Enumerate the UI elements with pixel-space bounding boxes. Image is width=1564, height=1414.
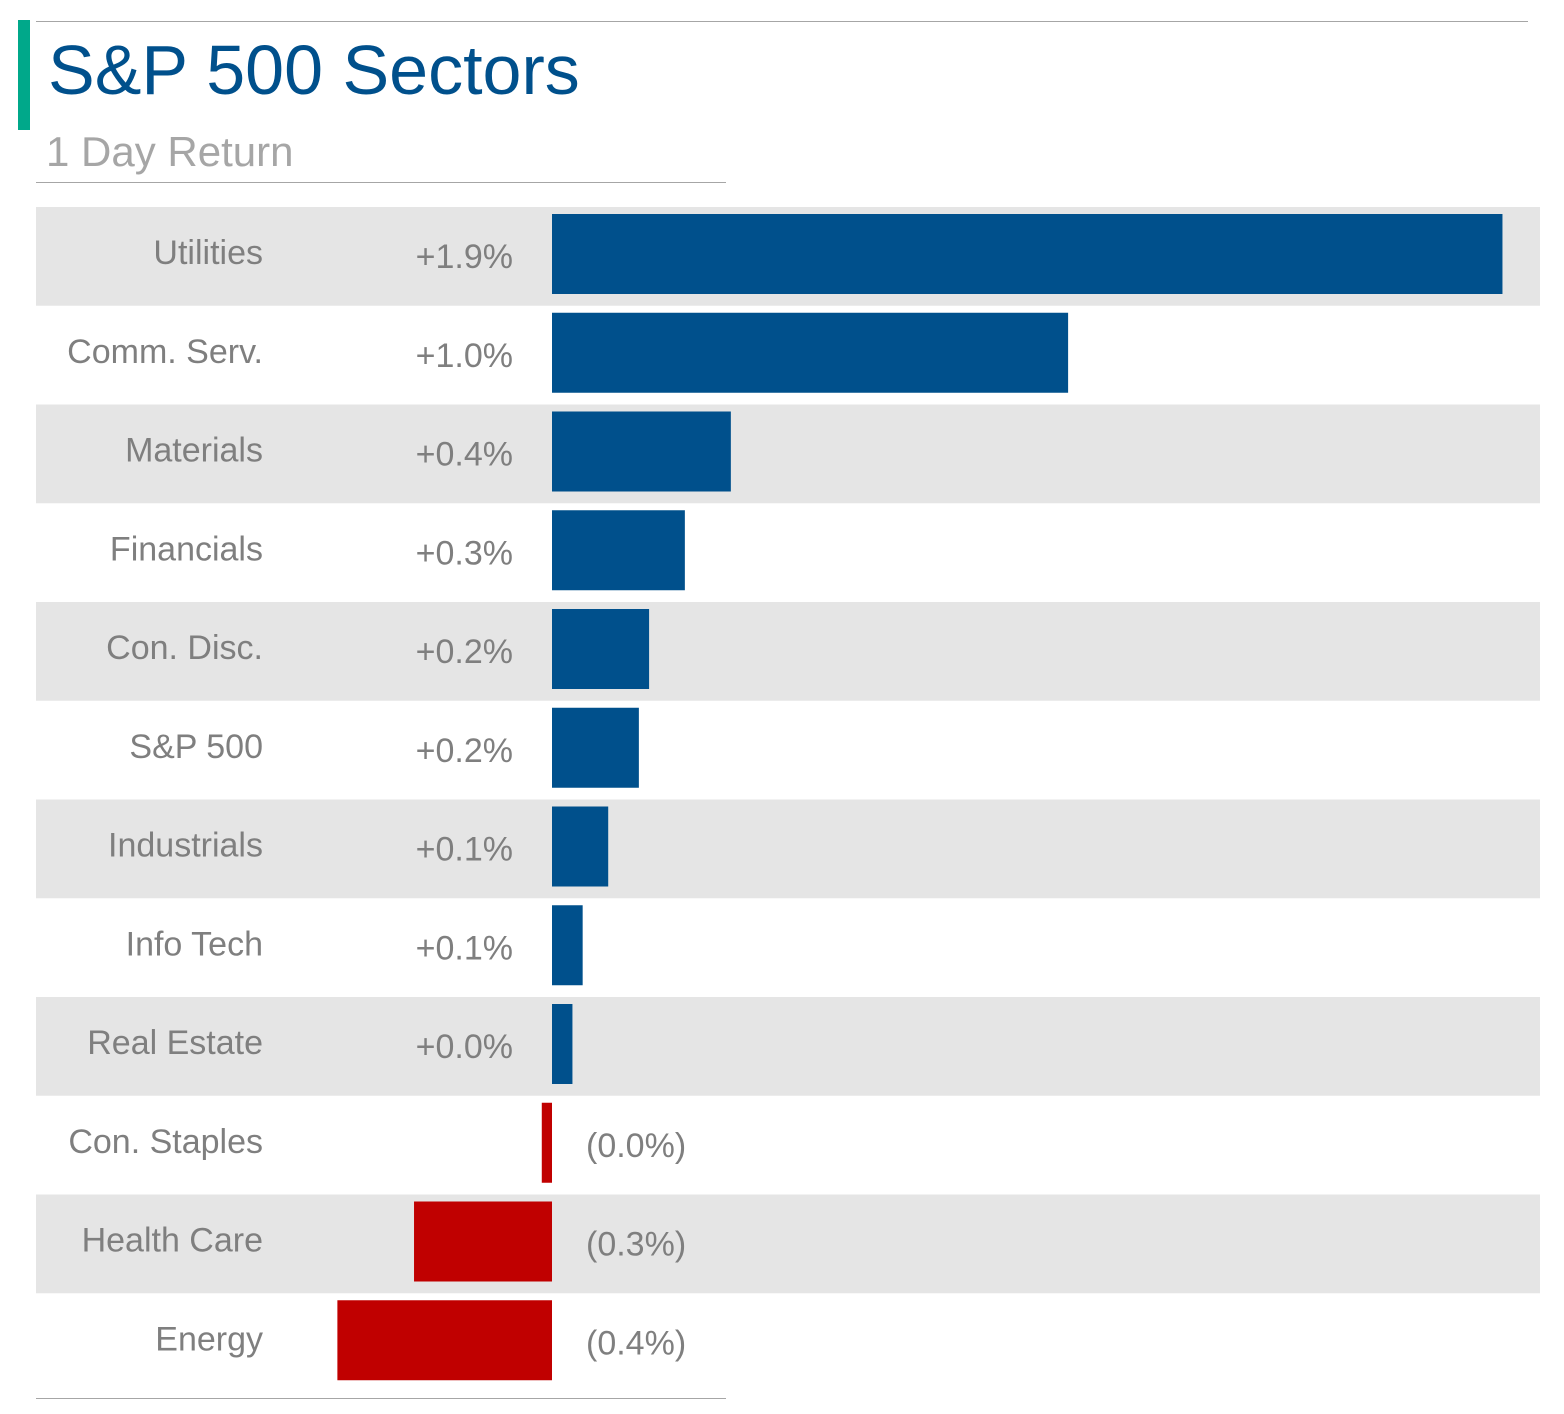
chart-subtitle: 1 Day Return [46, 128, 294, 175]
data-label: +1.0% [416, 337, 513, 375]
category-label: Info Tech [126, 925, 263, 963]
bar-industrials [552, 806, 609, 887]
category-label: Financials [110, 530, 263, 568]
category-label: Con. Staples [68, 1123, 263, 1161]
data-label: +0.1% [416, 831, 513, 869]
data-label: +0.2% [416, 633, 513, 671]
data-label: +0.4% [416, 436, 513, 474]
subtitle-divider [36, 182, 726, 183]
bar-health-care [414, 1201, 552, 1282]
row-band [36, 1194, 1540, 1294]
bar-con-disc- [552, 609, 650, 689]
category-label: Industrials [108, 827, 263, 865]
accent-bar [18, 20, 30, 130]
data-label: (0.4%) [586, 1324, 686, 1362]
category-label: Utilities [153, 234, 263, 272]
row-band [36, 602, 1540, 701]
category-label: Real Estate [87, 1024, 263, 1062]
row-band [36, 997, 1540, 1096]
data-label: +0.3% [416, 534, 513, 572]
data-label: +1.9% [416, 238, 513, 276]
data-label: (0.3%) [586, 1226, 686, 1264]
bar-utilities [552, 214, 1503, 294]
bar-info-tech [552, 905, 583, 986]
bar-s-p-500 [552, 707, 639, 788]
category-label: S&P 500 [129, 728, 263, 766]
category-label: Energy [155, 1320, 263, 1358]
data-label: +0.2% [416, 732, 513, 770]
row-band [36, 799, 1540, 899]
data-label: +0.1% [416, 929, 513, 967]
data-label: +0.0% [416, 1028, 513, 1066]
category-label: Health Care [82, 1222, 263, 1260]
chart-title: S&P 500 Sectors [48, 31, 580, 109]
data-label: (0.0%) [586, 1127, 686, 1165]
bar-energy [337, 1300, 552, 1381]
category-label: Con. Disc. [106, 629, 263, 667]
row-band [36, 404, 1540, 504]
bottom-divider [36, 1398, 726, 1399]
bar-comm-serv- [552, 312, 1069, 393]
bar-con-staples [541, 1102, 552, 1183]
category-label: Comm. Serv. [67, 333, 263, 371]
category-label: Materials [125, 432, 263, 470]
top-divider [36, 21, 1528, 22]
bar-financials [552, 510, 685, 591]
bar-materials [552, 411, 731, 492]
bar-real-estate [552, 1004, 573, 1084]
